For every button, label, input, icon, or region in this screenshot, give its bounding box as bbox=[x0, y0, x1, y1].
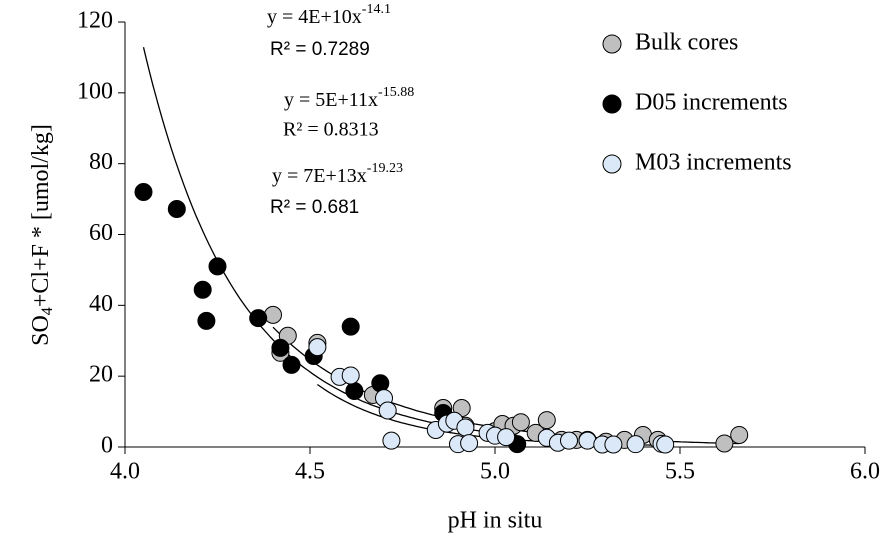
data-point bbox=[656, 435, 675, 454]
legend-label: D05 increments bbox=[635, 90, 788, 116]
data-point bbox=[134, 183, 153, 201]
legend-marker bbox=[602, 34, 622, 54]
trend-equation-exponent: -15.88 bbox=[378, 85, 414, 100]
data-point bbox=[282, 355, 301, 374]
data-point bbox=[193, 280, 212, 299]
legend-label: Bulk cores bbox=[635, 30, 738, 56]
trend-equation-base: y = 5E+11x bbox=[284, 89, 378, 111]
data-point bbox=[511, 413, 530, 432]
y-axis-title-part: +Cl+F * [umol/kg] bbox=[28, 124, 54, 307]
data-point bbox=[341, 366, 360, 385]
data-point bbox=[715, 434, 734, 453]
data-point bbox=[382, 431, 401, 450]
data-point bbox=[626, 435, 645, 454]
data-point bbox=[308, 338, 327, 357]
data-point bbox=[730, 425, 749, 444]
trend-equation-base: y = 4E+10x bbox=[267, 6, 362, 28]
data-point bbox=[208, 257, 227, 276]
y-tick-label: 60 bbox=[89, 220, 113, 246]
x-tick-label: 5.5 bbox=[665, 459, 695, 485]
data-point bbox=[371, 374, 390, 393]
data-point bbox=[456, 418, 475, 437]
legend-marker bbox=[602, 94, 622, 114]
data-point bbox=[497, 428, 516, 447]
legend-marker bbox=[602, 154, 622, 174]
trend-equation: y = 5E+11x-15.88 bbox=[284, 85, 414, 110]
y-axis-title-sub: 4 bbox=[39, 307, 56, 315]
data-point bbox=[345, 382, 364, 401]
trend-equation-exponent: -14.1 bbox=[362, 2, 391, 17]
y-tick-label: 80 bbox=[89, 149, 113, 175]
data-point bbox=[249, 309, 268, 328]
data-point bbox=[604, 435, 623, 454]
data-point bbox=[167, 200, 186, 218]
data-point bbox=[341, 317, 360, 336]
data-point bbox=[578, 431, 597, 450]
x-tick-label: 6.0 bbox=[850, 459, 880, 485]
y-tick-label: 20 bbox=[89, 362, 113, 388]
x-tick-label: 4.5 bbox=[295, 459, 325, 485]
data-point bbox=[537, 411, 556, 430]
data-point bbox=[560, 431, 578, 450]
x-axis-title: pH in situ bbox=[448, 508, 543, 534]
data-point bbox=[264, 305, 282, 324]
trend-equation-base: y = 7E+13x bbox=[272, 165, 367, 187]
data-point bbox=[197, 311, 216, 330]
trend-r-squared: R² = 0.681 bbox=[270, 197, 359, 218]
y-tick-label: 40 bbox=[89, 291, 113, 317]
trend-r-squared: R² = 0.8313 bbox=[283, 119, 379, 141]
x-tick-label: 4.0 bbox=[110, 459, 140, 485]
data-point bbox=[271, 338, 290, 357]
y-tick-label: 100 bbox=[77, 78, 113, 104]
trend-equation-exponent: -19.23 bbox=[367, 161, 403, 176]
data-point bbox=[460, 434, 479, 453]
trend-equation: y = 4E+10x-14.1 bbox=[267, 2, 391, 27]
data-point bbox=[378, 401, 397, 420]
y-tick-label: 0 bbox=[101, 433, 113, 459]
y-axis-title-part: SO bbox=[28, 315, 54, 346]
trend-equation: y = 7E+13x-19.23 bbox=[272, 161, 403, 186]
legend-label: M03 increments bbox=[635, 150, 792, 176]
x-tick-label: 5.0 bbox=[480, 459, 510, 485]
y-axis-title: SO4+Cl+F * [umol/kg] bbox=[28, 124, 56, 346]
y-tick-label: 120 bbox=[77, 8, 113, 34]
trend-r-squared: R² = 0.7289 bbox=[270, 39, 370, 60]
